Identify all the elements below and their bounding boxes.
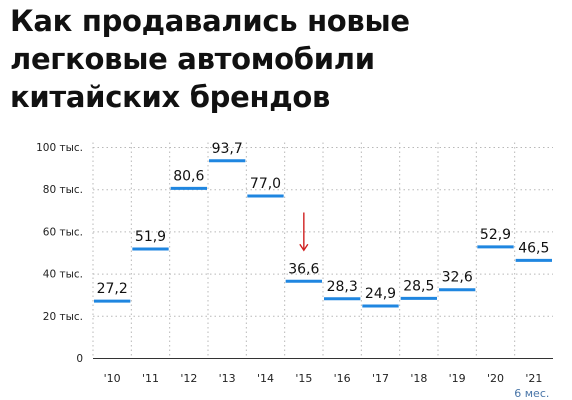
- x-tick-label-8: '18: [410, 372, 427, 385]
- chart-marks: [94, 159, 552, 308]
- y-tick-label-100: 100 тыс.: [36, 142, 83, 154]
- y-tick-label-0: 0: [76, 353, 83, 365]
- chart-title-line-1: Как продавались новые: [10, 4, 410, 38]
- y-tick-label-20: 20 тыс.: [43, 311, 83, 323]
- x-tick-label-7: '17: [372, 372, 389, 385]
- y-tick-label-60: 60 тыс.: [43, 226, 83, 238]
- partial-year-note: 6 мес.: [514, 387, 549, 400]
- chart-grid: [92, 142, 553, 359]
- x-tick-label-6: '16: [334, 372, 351, 385]
- chart-annotations: 6 мес.: [299, 212, 549, 400]
- x-tick-label-0: '10: [104, 372, 121, 385]
- value-label-14: 77,0: [250, 176, 281, 192]
- x-tick-label-2: '12: [180, 372, 197, 385]
- x-tick-label-5: '15: [295, 372, 312, 385]
- x-tick-label-10: '20: [487, 372, 504, 385]
- value-label-19: 32,6: [442, 270, 473, 286]
- y-tick-label-80: 80 тыс.: [43, 184, 83, 196]
- value-label-13: 93,7: [212, 141, 243, 157]
- y-tick-label-40: 40 тыс.: [43, 269, 83, 281]
- value-label-20: 52,9: [480, 227, 511, 243]
- x-axis: '10 '11 '12 '13 '14 '15 '16 '17 '18 '19 '20 '21: [93, 358, 553, 385]
- x-tick-label-4: '14: [257, 372, 274, 385]
- chart-title-line-2: легковые автомобили: [10, 42, 375, 76]
- value-label-18: 28,5: [403, 278, 434, 294]
- chart-title: Как продавались новые легковые автомобил…: [10, 2, 562, 116]
- value-labels: 27,2 51,9 80,6 93,7 77,0 36,6 28,3 24,9 28,5 32,6…: [97, 141, 550, 302]
- decline-arrow-head: [299, 243, 309, 252]
- value-label-16: 28,3: [327, 279, 358, 295]
- value-label-21: 46,5: [518, 240, 549, 256]
- y-axis: 0 20 тыс. 40 тыс. 60 тыс. 80 тыс. 100 тыс.: [36, 142, 83, 365]
- x-tick-label-9: '19: [449, 372, 466, 385]
- value-label-12: 80,6: [173, 168, 204, 184]
- x-tick-label-11: '21: [525, 372, 542, 385]
- value-label-17: 24,9: [365, 286, 396, 302]
- value-label-11: 51,9: [135, 229, 166, 245]
- value-label-10: 27,2: [97, 281, 128, 297]
- value-label-15: 36,6: [288, 261, 319, 277]
- x-tick-label-1: '11: [142, 372, 159, 385]
- chart-title-line-3: китайских брендов: [10, 80, 331, 114]
- x-tick-label-3: '13: [219, 372, 236, 385]
